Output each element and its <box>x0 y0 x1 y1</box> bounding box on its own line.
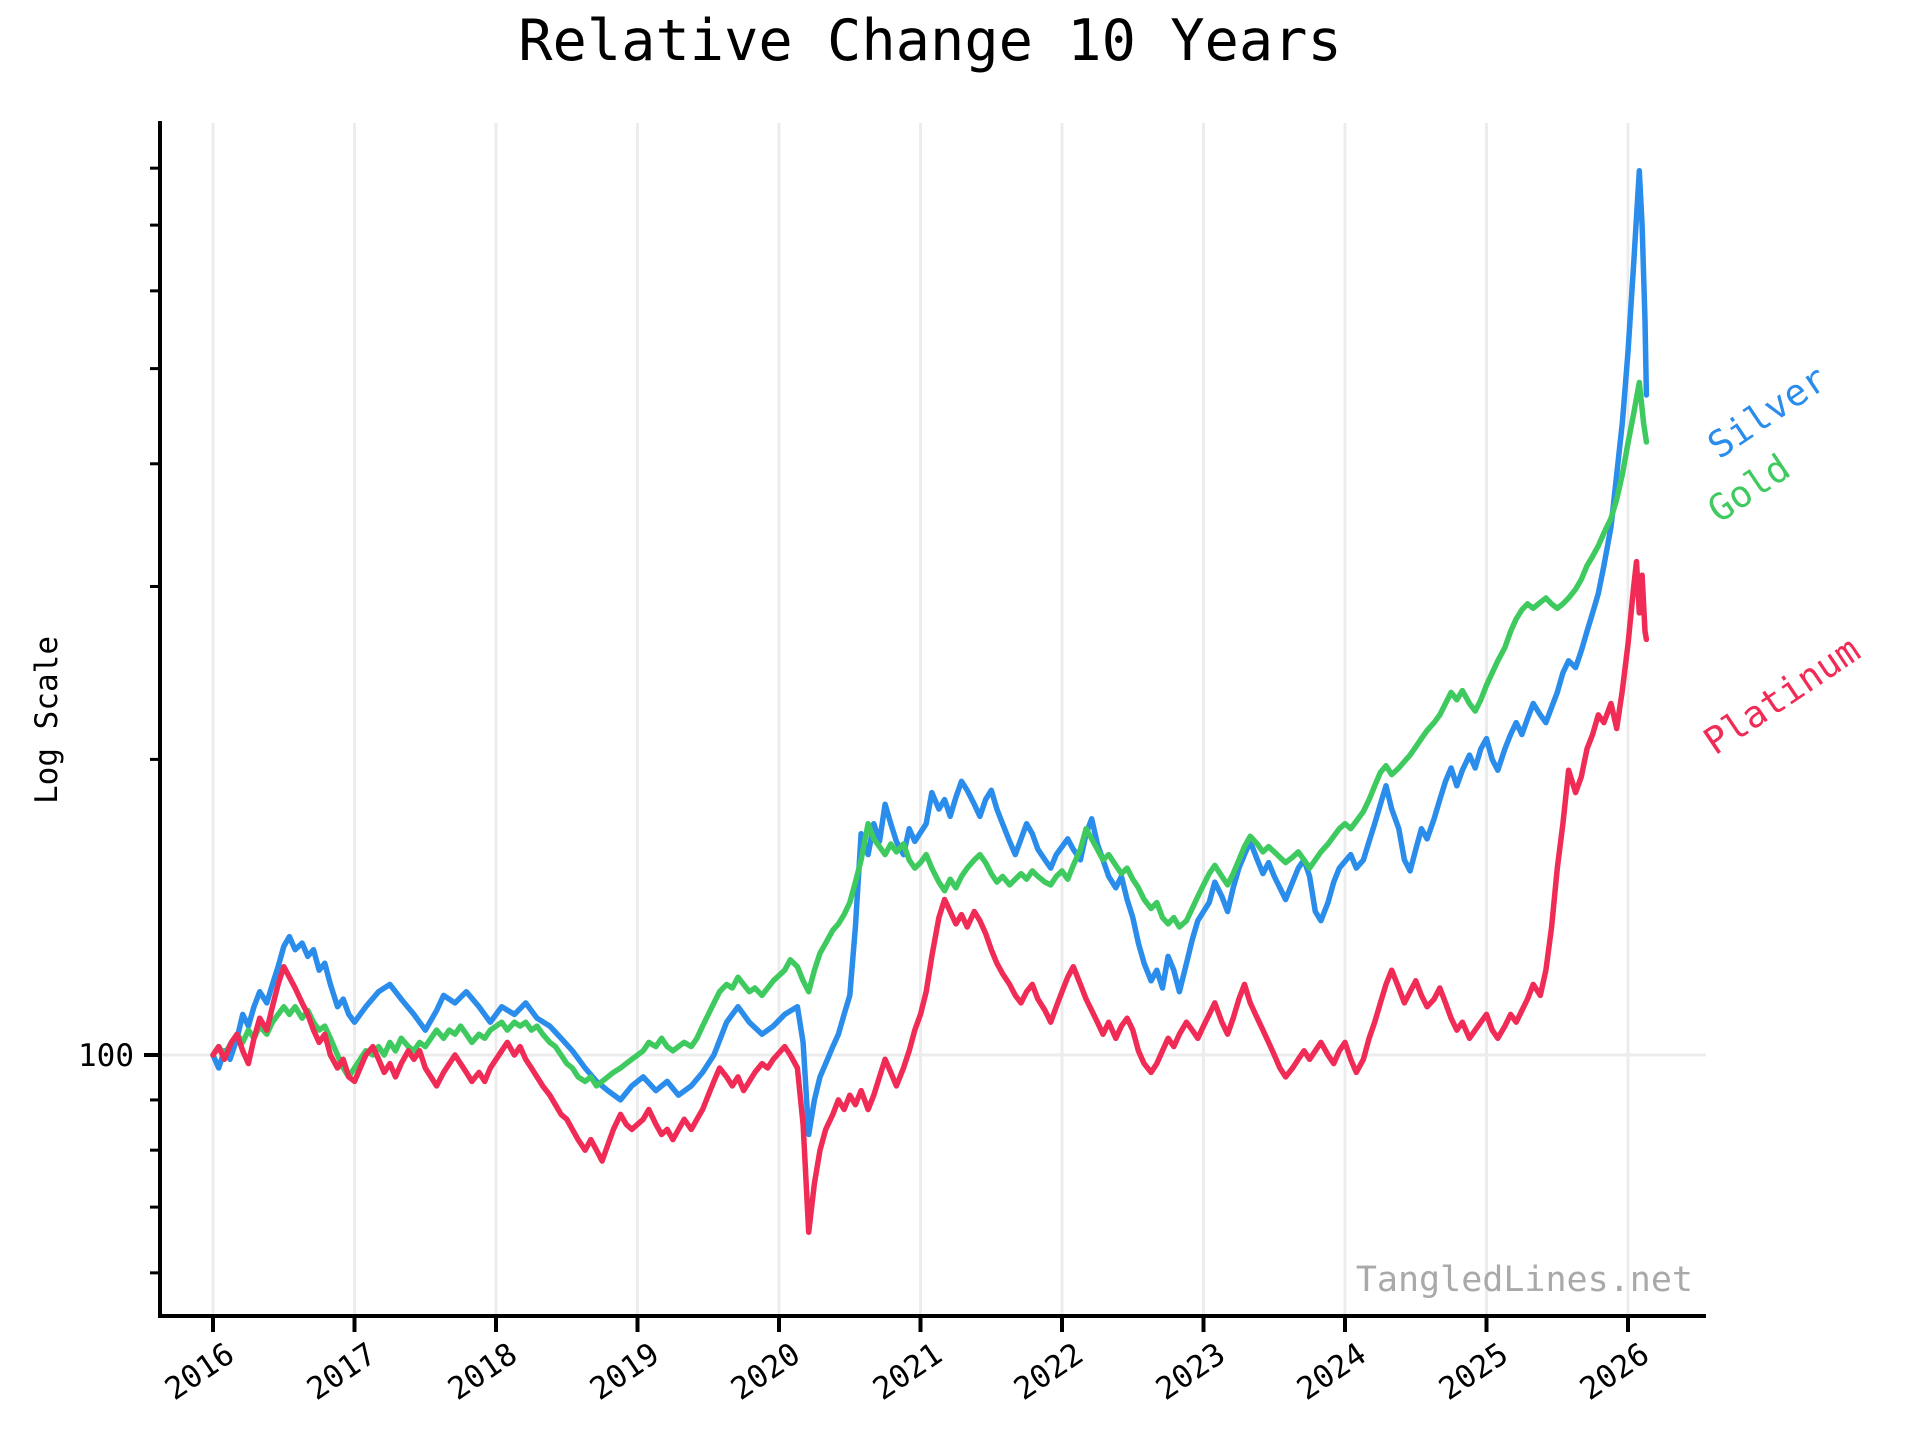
y-tick-label-100: 100 <box>78 1038 134 1074</box>
platinum-series-line <box>210 558 1650 1235</box>
watermark: TangledLines.net <box>1355 1260 1693 1300</box>
gold-series-line <box>210 379 1650 1089</box>
y-axis-label: Log Scale <box>29 636 65 804</box>
silver-series-line <box>210 168 1650 1138</box>
chart-title: Relative Change 10 Years <box>518 8 1342 74</box>
